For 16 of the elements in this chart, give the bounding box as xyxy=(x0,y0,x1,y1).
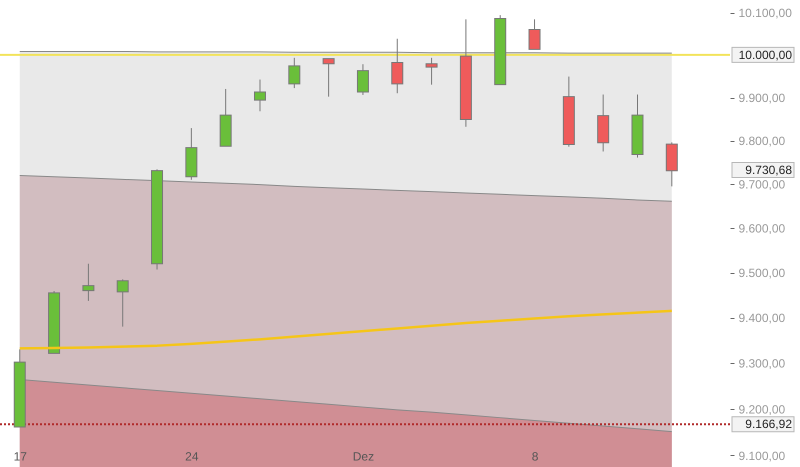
y-tick-label: 9.400,00 xyxy=(738,311,786,326)
y-tick-label: 9.500,00 xyxy=(738,266,786,280)
ref-line-label: 10.000,00 xyxy=(738,48,792,62)
ref-line-label: 9.166,92 xyxy=(745,417,792,432)
y-tick-label: 9.100,00 xyxy=(738,448,786,463)
y-tick-label: 9.700,00 xyxy=(738,178,786,192)
x-tick-label: Dez xyxy=(352,450,374,464)
y-tick-label: 9.300,00 xyxy=(738,356,786,371)
y-tick-label: 9.900,00 xyxy=(738,91,786,106)
x-tick-label: 24 xyxy=(185,450,199,464)
y-tick-label: 9.800,00 xyxy=(738,134,786,148)
y-tick-label: 9.600,00 xyxy=(738,222,786,236)
text: 9.730,68 xyxy=(745,163,792,177)
x-tick-label: 8 xyxy=(532,450,539,464)
y-tick-label: 9.200,00 xyxy=(738,402,786,416)
y-tick-label: 10.100,00 xyxy=(738,6,792,20)
